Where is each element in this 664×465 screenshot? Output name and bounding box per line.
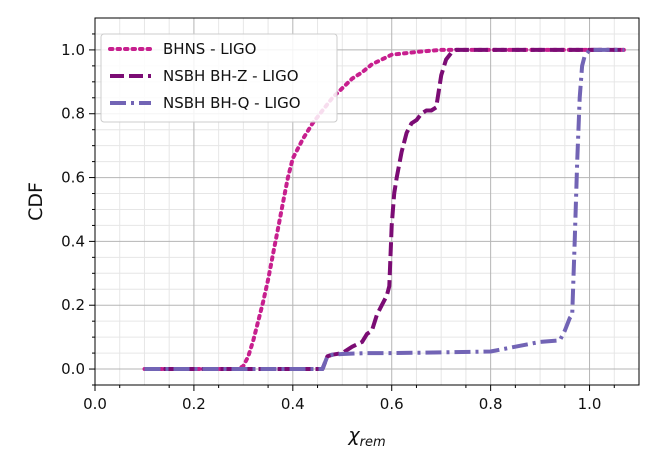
x-tick-label: 0.0 [83,395,107,413]
x-axis-label-subscript: rem [360,435,386,450]
legend-items: BHNS - LIGO NSBH BH-Z - LIGO NSBH BH-Q - L… [108,40,301,112]
y-tick-label: 0.4 [61,232,85,250]
series-line-2 [144,47,625,371]
y-axis-label: CDF [25,182,47,221]
axis-ticks [89,33,615,391]
x-tick-label: 0.8 [479,395,503,413]
legend-box [100,33,338,123]
x-tick-label: 0.6 [380,395,404,413]
x-axis-label-main: χ [347,424,360,446]
legend-label-1: BHNS - LIGO [163,40,256,58]
y-tick-label: 0.6 [61,169,85,187]
x-tick-label: 0.2 [182,395,206,413]
legend: BHNS - LIGO NSBH BH-Z - LIGO NSBH BH-Q - L… [100,33,338,123]
y-tick-label: 1.0 [61,41,85,59]
y-tick-label: 0.8 [61,105,85,123]
y-tick-label: 0.2 [61,296,85,314]
legend-label-3: NSBH BH-Q - LIGO [163,94,301,112]
legend-label-2: NSBH BH-Z - LIGO [163,67,299,85]
series-layer [142,47,627,371]
y-tick-label: 0.0 [61,360,85,378]
tick-labels: 0.0 0.2 0.4 0.6 0.8 1.0 0.0 0.2 0.4 0.6 0.8 1.0 [61,41,601,413]
x-axis-label: χrem [347,424,385,450]
series-line-3 [144,47,625,371]
x-tick-label: 1.0 [578,395,602,413]
series-line-1 [142,47,627,371]
x-tick-label: 0.4 [281,395,305,413]
